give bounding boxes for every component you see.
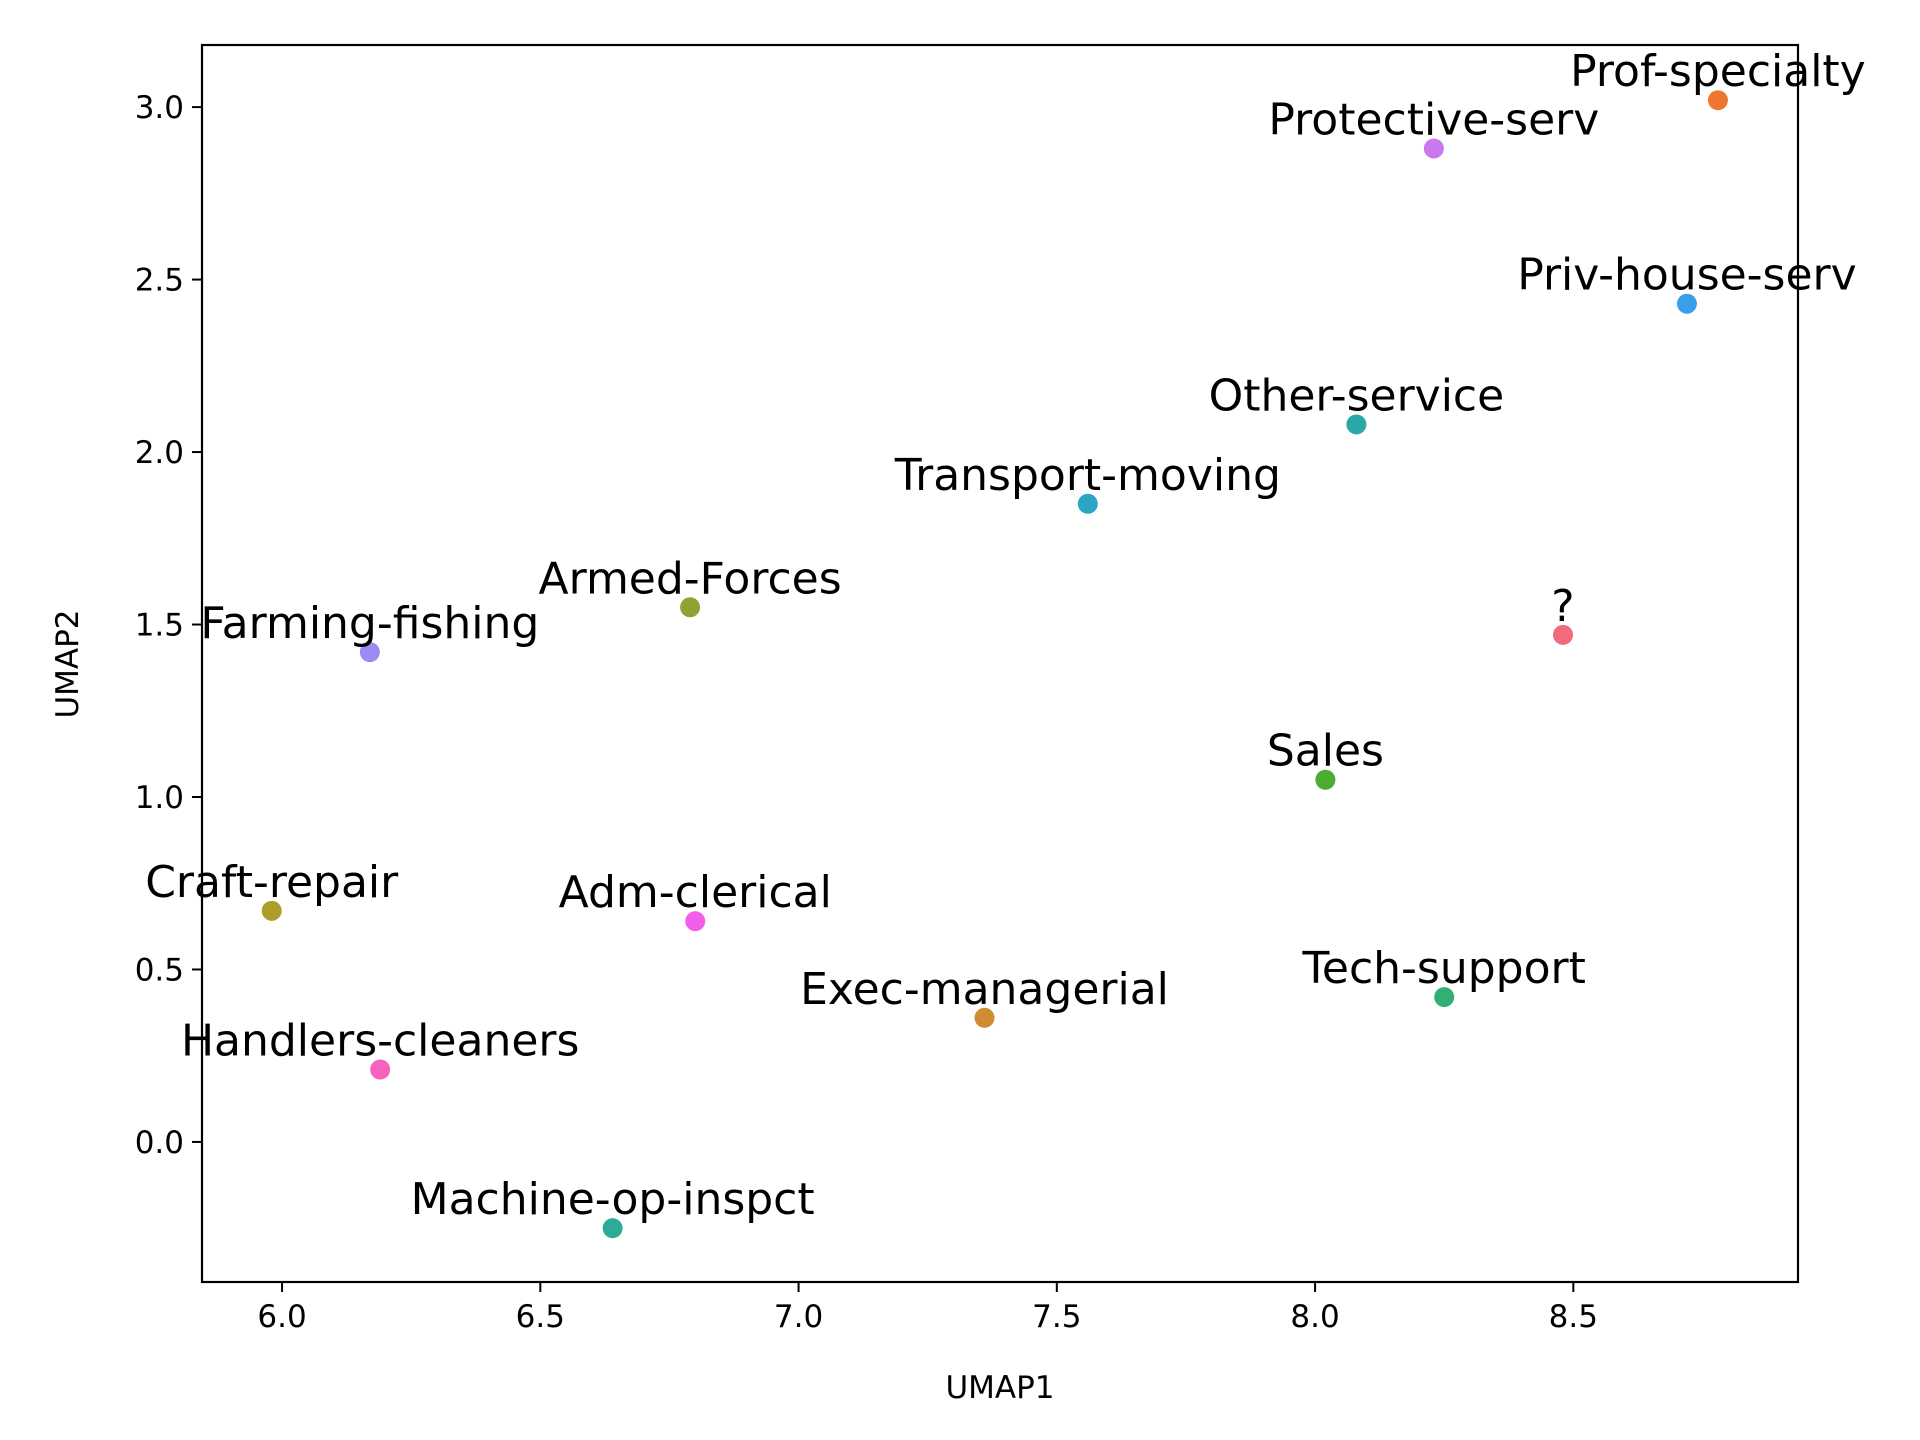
x-axis: 6.0 6.5 7.0 7.5 8.0 8.5 [257,1282,1598,1335]
point-label: Prof-specialty [1570,46,1866,97]
data-point [1676,293,1697,314]
point-label: Priv-house-serv [1517,250,1857,301]
y-tick-label: 1.0 [135,780,184,816]
y-tick-label: 1.5 [135,608,184,644]
point-label: Exec-managerial [800,964,1169,1015]
data-point [261,900,282,921]
x-tick-label: 6.5 [516,1299,565,1335]
data-point [685,911,706,932]
point-label: Protective-serv [1268,94,1599,145]
data-point [1315,769,1336,790]
data-point [1077,493,1098,514]
data-point [602,1218,623,1239]
y-axis-label: UMAP2 [50,609,86,718]
point-label: Machine-op-inspct [411,1174,815,1225]
data-point [1346,414,1367,435]
data-point [359,642,380,663]
point-label: Handlers-cleaners [181,1016,579,1067]
point-label: Sales [1267,726,1384,777]
point-label: Transport-moving [894,450,1281,501]
point-label: Farming-fishing [200,598,539,649]
point-label: Armed-Forces [539,553,842,604]
data-point [974,1007,995,1028]
data-point [1434,987,1455,1008]
point-label: Craft-repair [145,857,399,908]
x-axis-label: UMAP1 [945,1370,1054,1406]
data-point [680,597,701,618]
x-tick-label: 6.0 [257,1299,306,1335]
data-point [1423,138,1444,159]
point-label: ? [1551,581,1574,632]
y-axis: 0.0 0.5 1.0 1.5 2.0 2.5 3.0 [135,90,202,1161]
point-label: Adm-clerical [559,867,832,918]
point-label: Other-service [1209,370,1505,421]
y-tick-label: 2.5 [135,263,184,299]
point-label: Tech-support [1302,943,1586,994]
y-tick-label: 0.5 [135,952,184,988]
y-tick-label: 0.0 [135,1125,184,1161]
x-tick-label: 7.5 [1032,1299,1081,1335]
plot-frame [200,43,1800,1284]
x-tick-label: 8.5 [1549,1299,1598,1335]
data-point [1707,90,1728,111]
x-tick-label: 7.0 [774,1299,823,1335]
y-tick-label: 2.0 [135,435,184,471]
y-tick-label: 3.0 [135,90,184,126]
data-point [370,1059,391,1080]
data-point [1552,624,1573,645]
x-tick-label: 8.0 [1290,1299,1339,1335]
